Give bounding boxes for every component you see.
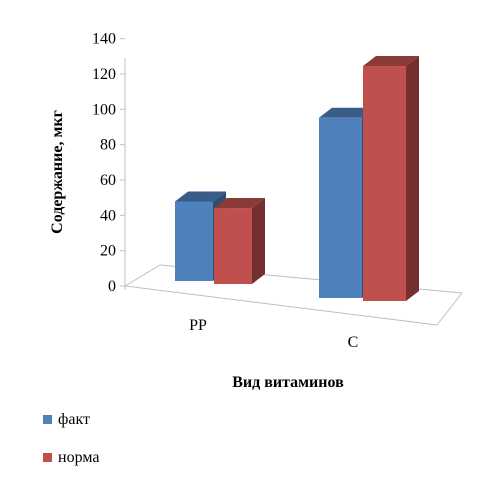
chart-bars xyxy=(175,56,419,302)
bar-top xyxy=(175,191,226,202)
y-tick-label: 40 xyxy=(100,207,116,224)
y-tick-label: 20 xyxy=(100,243,116,260)
floor-left-edge xyxy=(124,264,161,287)
legend-swatch xyxy=(43,415,52,424)
y-axis-title: Содержание, мкг xyxy=(49,110,66,234)
floor-front-edge xyxy=(124,285,438,326)
legend-label: норма xyxy=(58,449,99,466)
y-tick-label: 100 xyxy=(92,101,116,118)
bar-front xyxy=(363,66,406,302)
legend-item: норма xyxy=(43,449,99,466)
x-category-label: C xyxy=(348,334,359,351)
bar-top xyxy=(319,107,375,118)
y-tick-label: 120 xyxy=(92,66,116,83)
bar-top xyxy=(363,56,419,67)
y-axis-ticks: 0 20 40 60 80 100 120 140 xyxy=(92,31,125,295)
bar-PP-норма xyxy=(214,198,265,284)
legend-label: факт xyxy=(58,411,90,428)
y-tick-label: 140 xyxy=(92,31,116,48)
x-axis-categories: PP C xyxy=(189,317,358,351)
bar-top xyxy=(214,198,265,209)
legend-item: факт xyxy=(43,411,90,428)
bar-side xyxy=(406,56,419,302)
bar-front xyxy=(175,201,213,281)
bar-front xyxy=(319,117,362,298)
chart-legend: факт норма xyxy=(43,411,99,466)
y-tick-label: 0 xyxy=(108,278,116,295)
legend-swatch xyxy=(43,453,52,462)
y-tick-label: 80 xyxy=(100,137,116,154)
x-axis-title: Вид витаминов xyxy=(232,374,344,391)
y-tick-label: 60 xyxy=(100,172,116,189)
floor-right-edge xyxy=(436,292,463,326)
x-category-label: PP xyxy=(189,317,207,334)
bar-C-норма xyxy=(363,56,419,302)
bar-front xyxy=(214,208,252,284)
bar-side xyxy=(252,198,265,284)
